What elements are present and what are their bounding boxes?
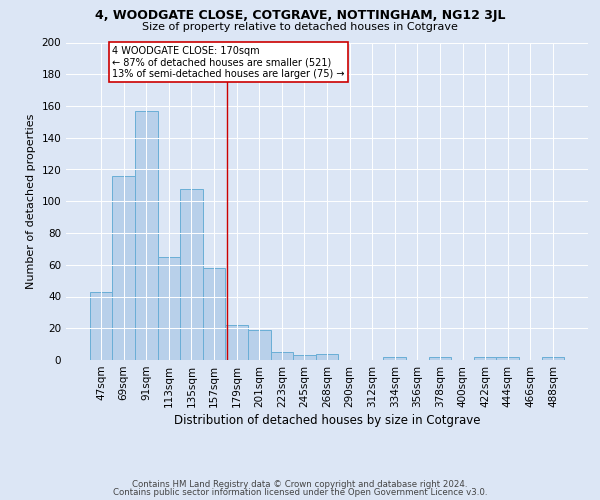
Text: 4, WOODGATE CLOSE, COTGRAVE, NOTTINGHAM, NG12 3JL: 4, WOODGATE CLOSE, COTGRAVE, NOTTINGHAM,… (95, 9, 505, 22)
Bar (226, 325, 248, 360)
Bar (112, 176, 135, 360)
Bar (90, 292, 112, 360)
Bar (180, 188, 203, 360)
Bar (135, 111, 158, 360)
Bar (542, 357, 564, 360)
Bar (293, 355, 316, 360)
Bar (496, 357, 519, 360)
Bar (428, 357, 451, 360)
X-axis label: Distribution of detached houses by size in Cotgrave: Distribution of detached houses by size … (174, 414, 480, 427)
Bar (474, 357, 496, 360)
Bar (316, 354, 338, 360)
Text: Contains HM Land Registry data © Crown copyright and database right 2024.: Contains HM Land Registry data © Crown c… (132, 480, 468, 489)
Bar (203, 268, 226, 360)
Text: Contains public sector information licensed under the Open Government Licence v3: Contains public sector information licen… (113, 488, 487, 497)
Bar (158, 257, 180, 360)
Text: 4 WOODGATE CLOSE: 170sqm
← 87% of detached houses are smaller (521)
13% of semi-: 4 WOODGATE CLOSE: 170sqm ← 87% of detach… (112, 46, 345, 79)
Text: Size of property relative to detached houses in Cotgrave: Size of property relative to detached ho… (142, 22, 458, 32)
Bar (248, 330, 271, 360)
Bar (271, 352, 293, 360)
Bar (383, 357, 406, 360)
Y-axis label: Number of detached properties: Number of detached properties (26, 114, 36, 289)
